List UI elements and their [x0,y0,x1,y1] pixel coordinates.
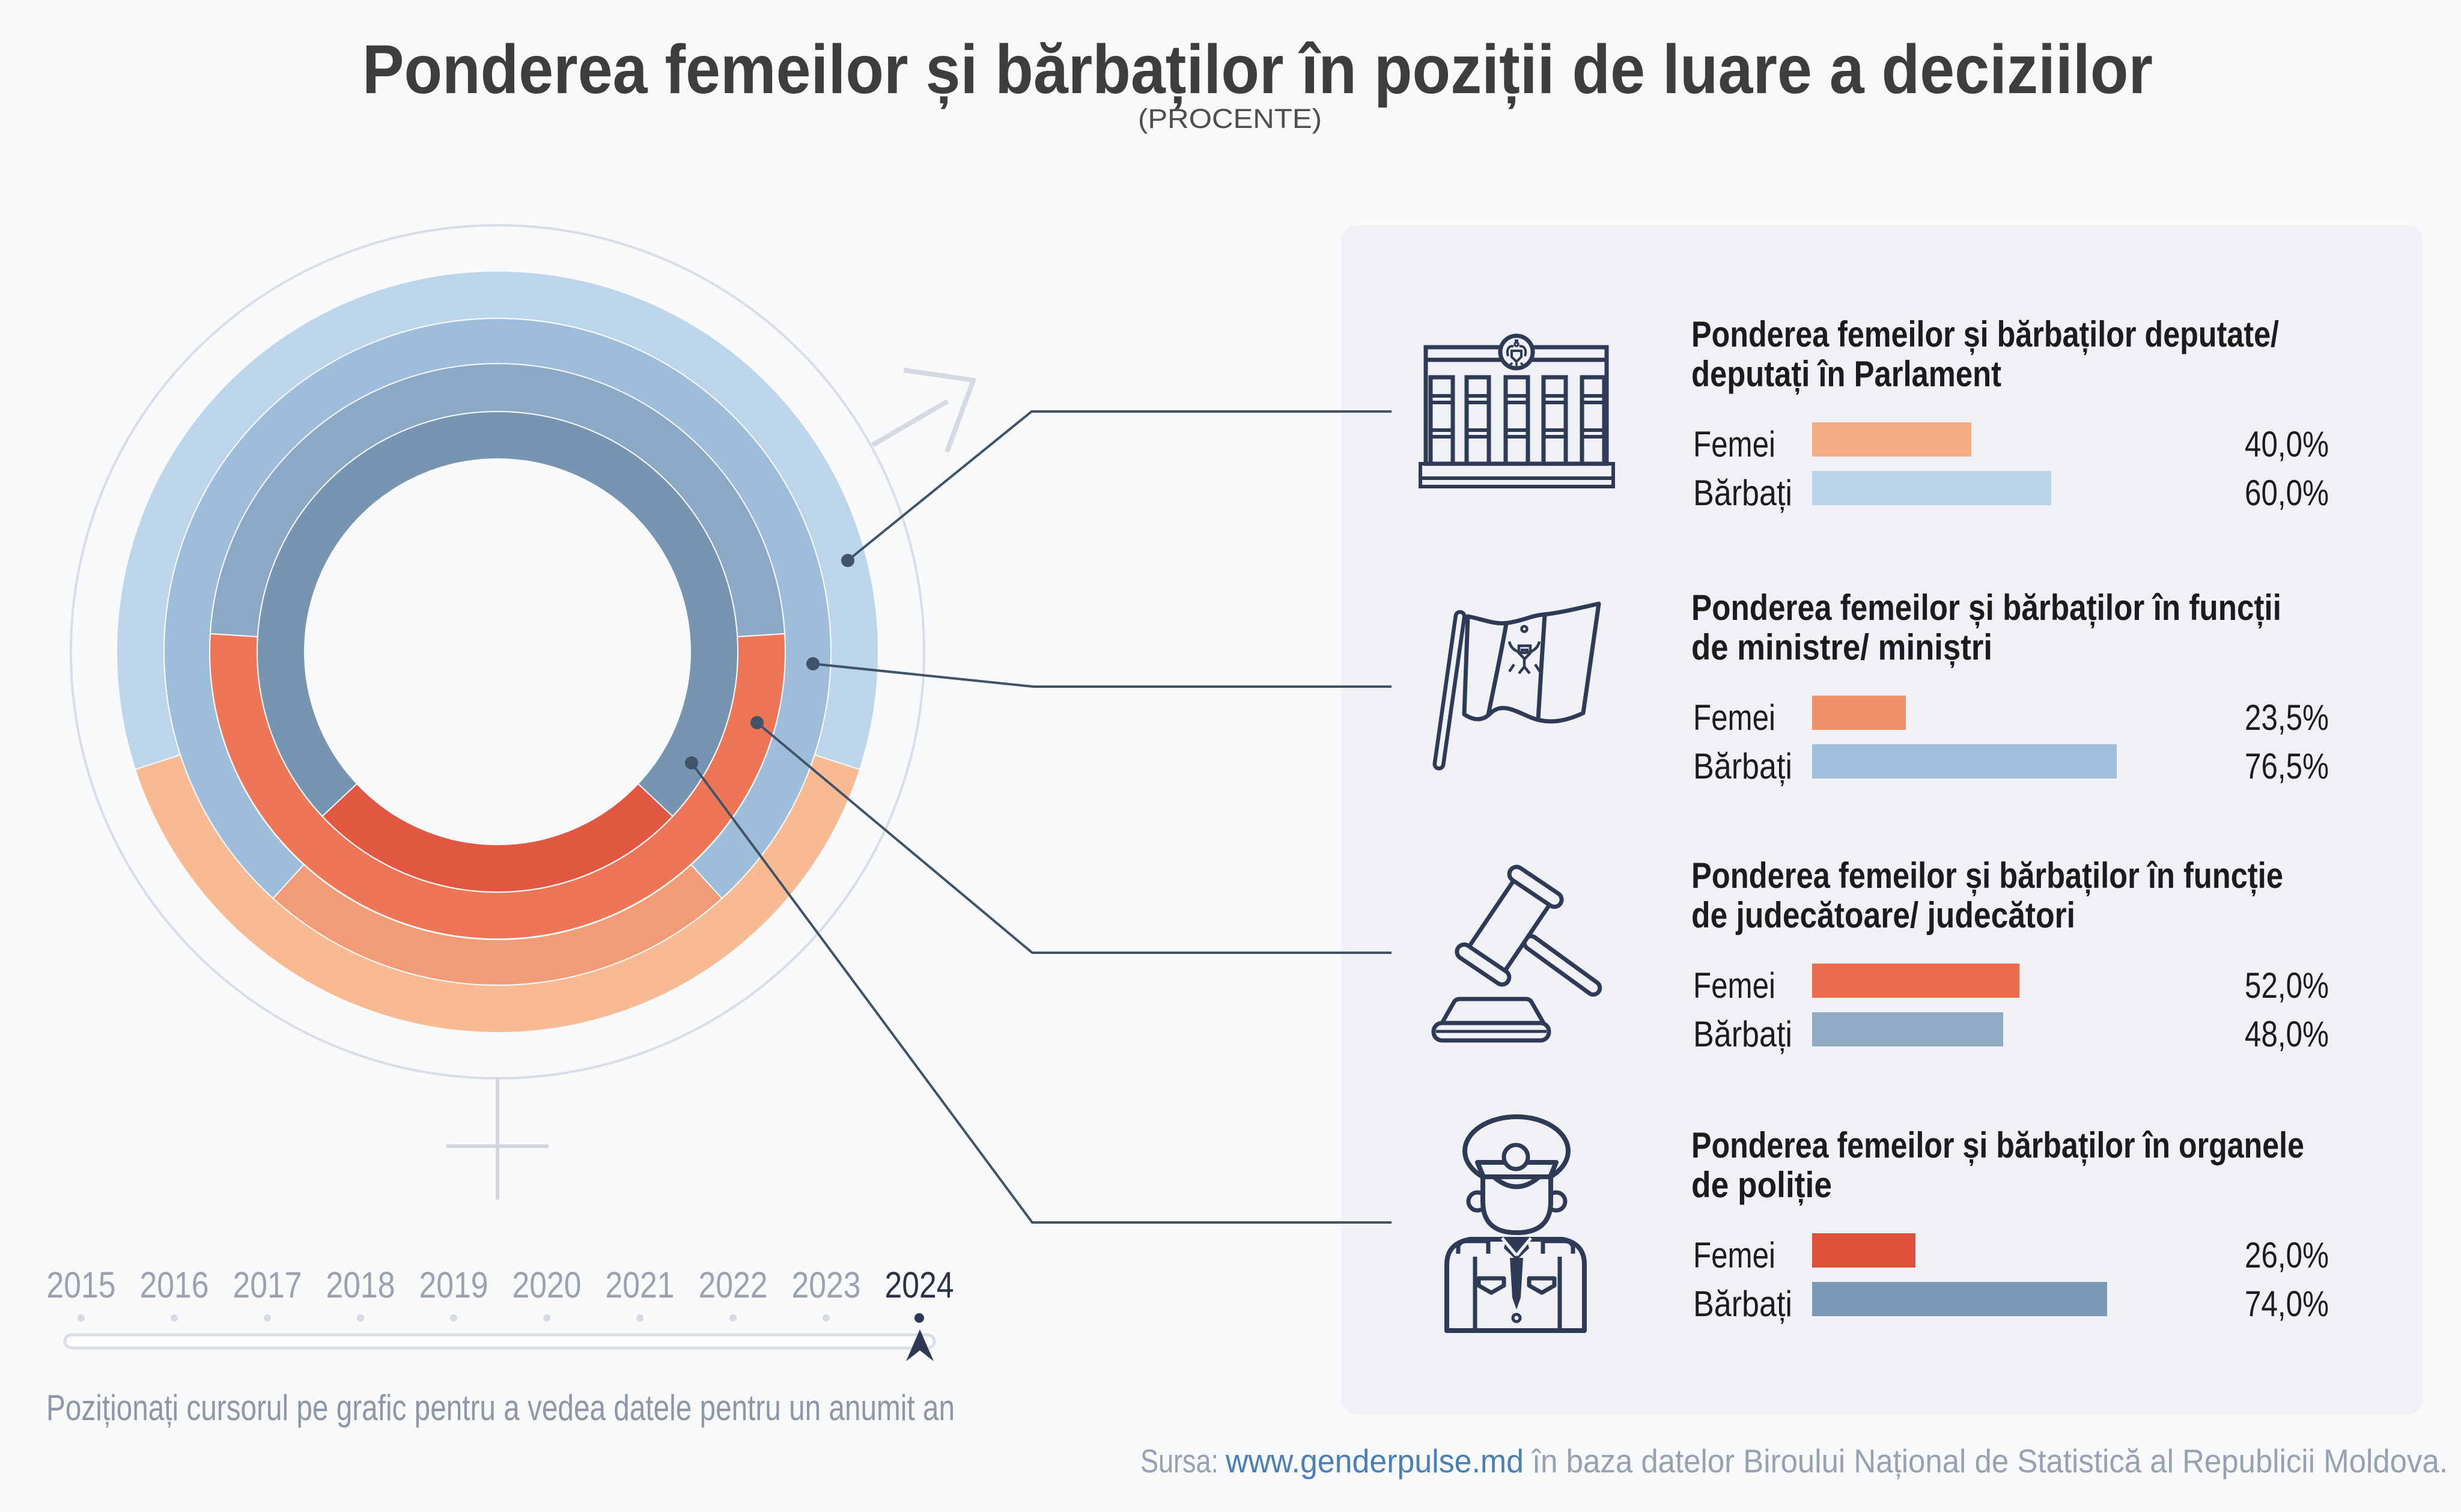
svg-text:Ponderea femeilor și bărbațilo: Ponderea femeilor și bărbaților în poziț… [362,31,2153,109]
svg-text:Bărbați: Bărbați [1693,1284,1792,1324]
svg-text:Sursa:: Sursa: [1140,1442,1218,1480]
svg-text:Ponderea femeilor și bărbațilo: Ponderea femeilor și bărbaților în funcț… [1691,587,2281,628]
svg-text:60,0%: 60,0% [2245,473,2329,513]
svg-text:Femei: Femei [1693,697,1775,738]
svg-text:în baza datelor Biroului Națio: în baza datelor Biroului Național de Sta… [1531,1442,2448,1480]
svg-text:2017: 2017 [233,1265,302,1305]
svg-text:de ministre/ miniștri: de ministre/ miniștri [1691,627,1992,668]
svg-text:48,0%: 48,0% [2245,1014,2329,1054]
svg-text:40,0%: 40,0% [2245,424,2329,464]
svg-text:Femei: Femei [1693,1235,1775,1275]
svg-text:2023: 2023 [792,1265,861,1305]
svg-text:de judecătoare/ judecători: de judecătoare/ judecători [1691,895,2075,935]
svg-text:2019: 2019 [419,1265,488,1305]
svg-text:2020: 2020 [513,1265,582,1305]
svg-text:deputați în Parlament: deputați în Parlament [1691,354,2001,395]
svg-text:2022: 2022 [699,1265,768,1305]
svg-text:2021: 2021 [606,1265,675,1305]
svg-text:Ponderea femeilor și bărbațilo: Ponderea femeilor și bărbaților deputate… [1691,314,2279,355]
svg-text:Ponderea femeilor și bărbațilo: Ponderea femeilor și bărbaților în organ… [1691,1125,2304,1166]
svg-text:de poliție: de poliție [1691,1165,1832,1206]
svg-text:Femei: Femei [1693,424,1775,464]
svg-text:26,0%: 26,0% [2245,1235,2329,1275]
svg-text:23,5%: 23,5% [2245,697,2329,738]
svg-text:Bărbați: Bărbați [1693,473,1792,513]
svg-text:2016: 2016 [140,1265,209,1305]
svg-text:Bărbați: Bărbați [1693,746,1792,786]
svg-text:76,5%: 76,5% [2245,746,2329,786]
svg-text:Poziționați cursorul pe grafic: Poziționați cursorul pe grafic pentru a … [46,1388,955,1428]
svg-text:2015: 2015 [47,1265,116,1305]
svg-text:Bărbați: Bărbați [1693,1014,1792,1054]
svg-text:52,0%: 52,0% [2245,965,2329,1006]
svg-text:Ponderea femeilor și bărbațilo: Ponderea femeilor și bărbaților în funcț… [1691,855,2283,896]
svg-text:2018: 2018 [326,1265,395,1305]
svg-text:(PROCENTE): (PROCENTE) [1138,103,1322,134]
svg-text:74,0%: 74,0% [2245,1284,2329,1324]
svg-text:Femei: Femei [1693,965,1775,1006]
svg-text:www.genderpulse.md: www.genderpulse.md [1225,1442,1524,1480]
svg-text:2024: 2024 [885,1265,954,1305]
